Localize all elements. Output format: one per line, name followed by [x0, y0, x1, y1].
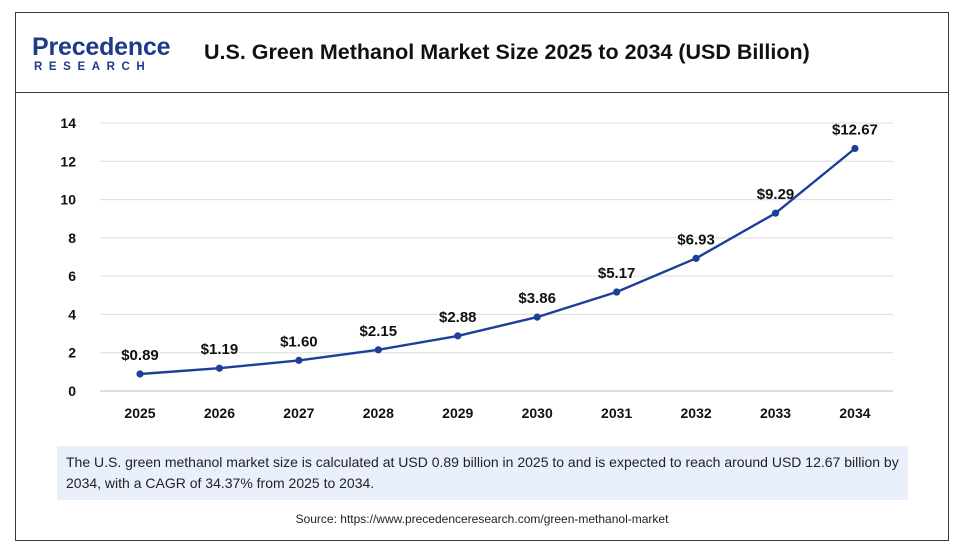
description-panel: The U.S. green methanol market size is c… [57, 446, 908, 500]
data-label: $6.93 [677, 231, 715, 248]
x-tick-label: 2033 [760, 405, 791, 421]
data-point [613, 288, 621, 296]
x-tick-label: 2031 [601, 405, 632, 421]
y-tick-label: 0 [68, 383, 76, 399]
logo-wordmark: Precedence [32, 33, 171, 61]
data-point [851, 144, 859, 153]
data-label: $2.15 [360, 323, 398, 340]
data-label: $9.29 [757, 186, 795, 203]
chart-title: U.S. Green Methanol Market Size 2025 to … [204, 40, 810, 64]
data-point [374, 346, 382, 354]
series-line [139, 147, 856, 376]
data-label: $12.67 [832, 121, 878, 138]
x-tick-label: 2025 [124, 405, 155, 421]
data-label: $0.89 [121, 347, 159, 364]
x-tick-label: 2032 [681, 405, 712, 421]
data-point [771, 209, 780, 217]
data-label: $2.88 [439, 309, 477, 326]
x-tick-label: 2029 [442, 405, 473, 421]
y-tick-label: 14 [60, 115, 76, 131]
data-label: $5.17 [598, 265, 636, 282]
data-point [454, 332, 462, 340]
y-tick-label: 10 [60, 192, 76, 208]
source-note: Source: https://www.precedenceresearch.c… [295, 512, 669, 526]
x-tick-label: 2026 [204, 405, 235, 421]
data-point [692, 254, 700, 262]
x-tick-label: 2028 [363, 405, 394, 421]
y-tick-label: 4 [68, 306, 76, 322]
data-point [533, 313, 541, 321]
x-tick-label: 2030 [522, 405, 553, 421]
data-label: $1.60 [280, 333, 318, 350]
x-tick-label: 2034 [839, 405, 870, 421]
data-point [215, 364, 224, 372]
x-tick-label: 2027 [283, 405, 314, 421]
data-label: $3.86 [518, 290, 556, 307]
y-tick-label: 2 [68, 345, 76, 361]
data-point [136, 370, 144, 378]
y-tick-label: 6 [68, 268, 76, 284]
logo-subtitle: RESEARCH [34, 61, 152, 73]
y-tick-label: 12 [60, 153, 76, 169]
data-label: $1.19 [201, 341, 239, 358]
brand-logo: Precedence RESEARCH [32, 34, 172, 74]
y-tick-label: 8 [68, 230, 76, 246]
header: Precedence RESEARCH U.S. Green Methanol … [16, 13, 948, 93]
data-point [295, 356, 303, 364]
